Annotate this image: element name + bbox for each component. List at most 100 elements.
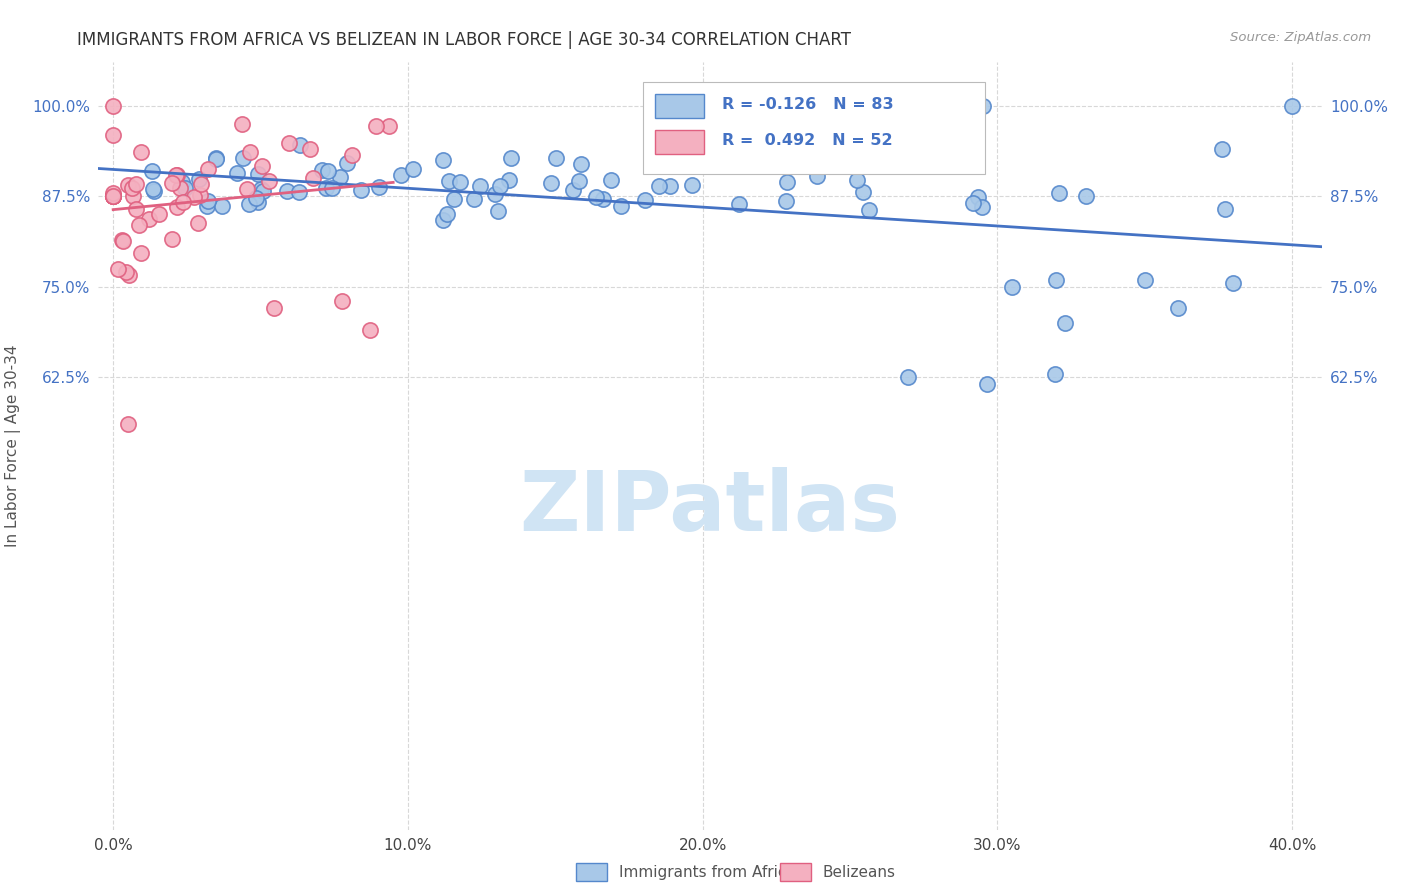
Point xyxy=(205,152,228,166)
Point xyxy=(169,181,191,195)
Point xyxy=(190,177,212,191)
Point xyxy=(486,204,509,219)
FancyBboxPatch shape xyxy=(655,130,704,154)
Point xyxy=(252,184,274,198)
Point xyxy=(634,193,657,207)
Point xyxy=(1047,186,1070,201)
Point xyxy=(122,188,145,202)
Point xyxy=(125,202,148,216)
Point xyxy=(232,151,254,165)
Point xyxy=(727,197,749,211)
Point xyxy=(129,145,152,159)
Point xyxy=(118,268,141,282)
Point xyxy=(806,169,828,184)
Point xyxy=(101,189,124,203)
Point xyxy=(101,189,124,203)
Point xyxy=(172,195,194,210)
Point xyxy=(359,323,381,337)
Point xyxy=(962,195,984,210)
Point xyxy=(484,187,506,202)
Point xyxy=(488,178,510,193)
Point xyxy=(238,197,260,211)
Point xyxy=(1043,367,1066,381)
Point xyxy=(142,184,165,198)
Point xyxy=(112,234,135,248)
Point xyxy=(1053,316,1076,330)
Text: ZIPatlas: ZIPatlas xyxy=(520,467,900,548)
Point xyxy=(129,246,152,260)
Text: R = -0.126   N = 83: R = -0.126 N = 83 xyxy=(723,97,894,112)
Point xyxy=(976,377,998,392)
Point xyxy=(364,120,387,134)
Point xyxy=(1281,99,1303,113)
Point xyxy=(250,182,273,196)
Point xyxy=(298,142,321,156)
Point xyxy=(568,174,591,188)
Point xyxy=(247,167,270,181)
Point xyxy=(276,184,298,198)
Point xyxy=(101,189,124,203)
Point xyxy=(350,184,373,198)
Text: IMMIGRANTS FROM AFRICA VS BELIZEAN IN LABOR FORCE | AGE 30-34 CORRELATION CHART: IMMIGRANTS FROM AFRICA VS BELIZEAN IN LA… xyxy=(77,31,851,49)
Point xyxy=(1167,301,1189,316)
Point xyxy=(141,163,163,178)
Point xyxy=(468,178,491,193)
Point xyxy=(172,175,194,189)
Point xyxy=(166,200,188,214)
Point xyxy=(128,218,150,232)
Point xyxy=(101,189,124,203)
Point xyxy=(776,175,799,189)
Point xyxy=(188,187,211,202)
Point xyxy=(148,207,170,221)
Point xyxy=(211,199,233,213)
Point xyxy=(250,159,273,173)
Point xyxy=(111,233,134,247)
Point xyxy=(501,151,523,165)
Point xyxy=(246,194,269,209)
Point xyxy=(236,182,259,196)
Point xyxy=(142,182,165,196)
Point xyxy=(966,190,988,204)
Point xyxy=(852,185,875,199)
Point xyxy=(1211,142,1233,156)
Point xyxy=(970,200,993,214)
Point xyxy=(585,190,607,204)
Point xyxy=(183,190,205,204)
Point xyxy=(544,151,567,165)
Point xyxy=(290,138,312,153)
Point xyxy=(205,151,228,165)
Point xyxy=(858,202,880,217)
Text: R =  0.492   N = 52: R = 0.492 N = 52 xyxy=(723,133,893,148)
Point xyxy=(972,99,994,113)
Point xyxy=(775,194,797,208)
Point xyxy=(449,175,471,189)
Point xyxy=(315,181,337,195)
Point xyxy=(301,171,323,186)
Point xyxy=(138,211,160,226)
Point xyxy=(336,156,359,170)
Point xyxy=(101,189,124,203)
Point xyxy=(329,169,352,184)
Point xyxy=(117,417,139,432)
Point xyxy=(101,99,124,113)
Point xyxy=(600,173,623,187)
Point xyxy=(101,128,124,142)
Point xyxy=(195,199,218,213)
Point xyxy=(101,189,124,203)
Point xyxy=(1001,280,1024,294)
Text: Immigrants from Africa: Immigrants from Africa xyxy=(619,865,796,880)
Point xyxy=(402,161,425,176)
Point xyxy=(231,117,253,131)
Point xyxy=(846,173,869,187)
Point xyxy=(263,301,285,316)
Point xyxy=(316,163,339,178)
Text: Source: ZipAtlas.com: Source: ZipAtlas.com xyxy=(1230,31,1371,45)
Point xyxy=(592,192,614,206)
Point xyxy=(311,163,333,178)
Point xyxy=(340,148,363,162)
Point xyxy=(277,136,299,151)
Point xyxy=(378,120,401,134)
Point xyxy=(540,176,562,190)
Point xyxy=(160,176,183,190)
Point xyxy=(115,265,138,279)
